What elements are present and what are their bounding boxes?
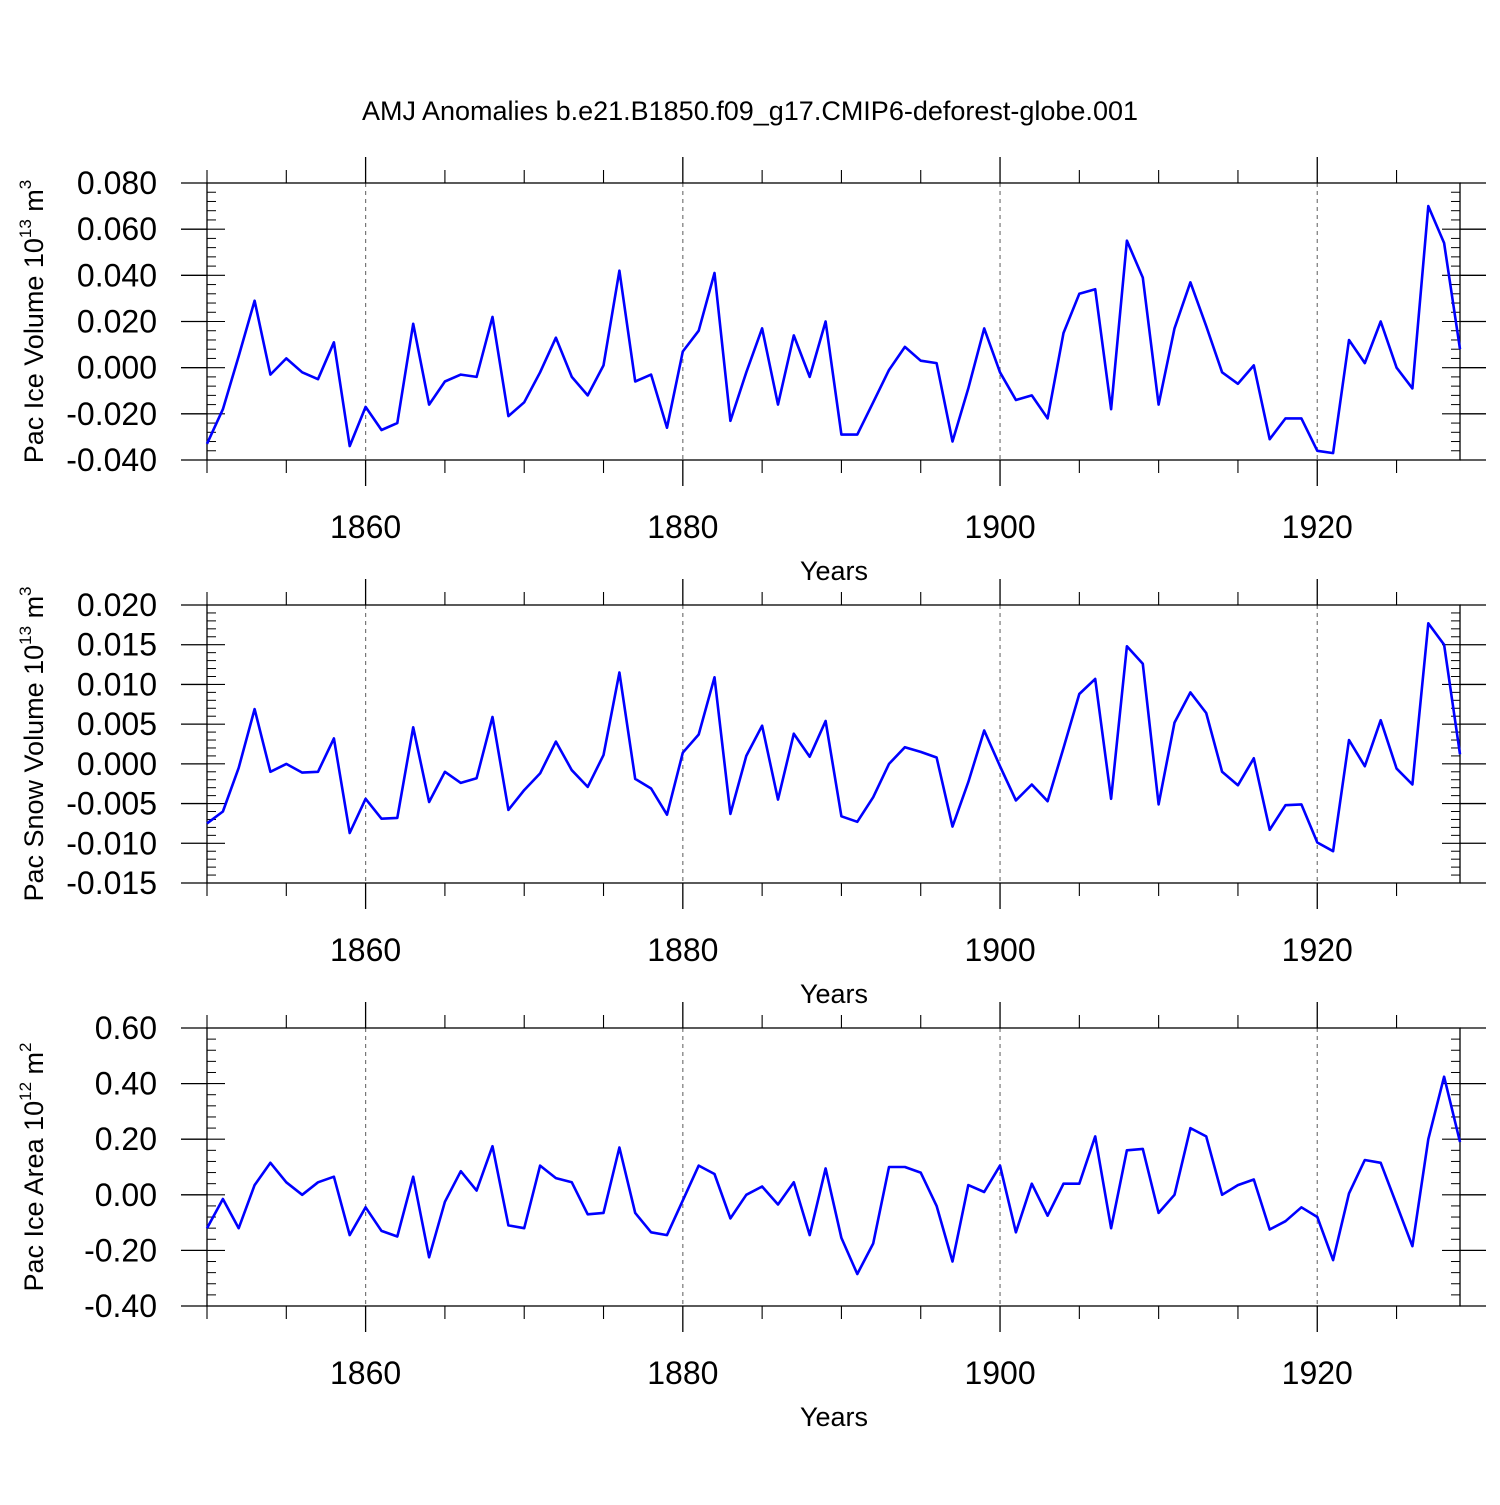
x-tick-label: 1880 (647, 932, 718, 968)
y-tick-label: -0.20 (84, 1232, 157, 1268)
x-tick-label: 1920 (1282, 509, 1353, 545)
y-tick-label: 0.015 (77, 627, 157, 663)
y-axis-label-unit: m (19, 189, 49, 219)
y-tick-label: 0.060 (77, 211, 157, 247)
y-axis-label-exponent: 13 (16, 219, 35, 238)
x-tick-label: 1860 (330, 932, 401, 968)
series-line (205, 204, 1462, 455)
y-tick-label: 0.00 (95, 1177, 157, 1213)
x-tick-label: 1920 (1282, 1355, 1353, 1391)
y-axis-label-exponent: 13 (16, 626, 35, 645)
x-axis-label: Years (800, 1402, 868, 1432)
chart-title: AMJ Anomalies b.e21.B1850.f09_g17.CMIP6-… (362, 96, 1138, 126)
x-tick-label: 1900 (964, 932, 1035, 968)
plot-frame (206, 604, 1461, 884)
y-axis-label-unit-exponent: 3 (16, 180, 35, 189)
y-tick-label: 0.40 (95, 1066, 157, 1102)
y-tick-label: 0.010 (77, 666, 157, 702)
y-tick-label: 0.005 (77, 706, 157, 742)
y-axis-label: Pac Ice Area 1012 m2 (16, 1042, 49, 1291)
y-axis-label: Pac Ice Volume 1013 m3 (16, 180, 49, 464)
y-axis-label-text: Pac Ice Volume 10 (19, 238, 49, 463)
x-axis-label: Years (800, 979, 868, 1009)
panel-2: 1860 1880 1900 1920 Years -0.015 -0.010-0.005 0… (16, 579, 1486, 1009)
y-tick-label: -0.015 (66, 865, 157, 901)
y-tick-label: 0.000 (77, 746, 157, 782)
y-tick-label: -0.40 (84, 1288, 157, 1324)
x-tick-label: 1920 (1282, 932, 1353, 968)
y-tick-label: 0.040 (77, 257, 157, 293)
y-tick-label: -0.040 (66, 442, 157, 478)
x-tick-label: 1880 (647, 509, 718, 545)
y-axis-label-unit: m (19, 596, 49, 626)
y-axis-label-unit: m (19, 1052, 49, 1082)
y-tick-label: 0.20 (95, 1121, 157, 1157)
y-tick-label: -0.020 (66, 396, 157, 432)
x-axis-label: Years (800, 556, 868, 586)
y-tick-label: -0.010 (66, 825, 157, 861)
plot-frame (206, 1027, 1461, 1307)
y-tick-label: 0.020 (77, 587, 157, 623)
x-tick-label: 1900 (964, 1355, 1035, 1391)
x-tick-label: 1880 (647, 1355, 718, 1391)
y-tick-label: 0.000 (77, 350, 157, 386)
y-tick-label: 0.080 (77, 165, 157, 201)
series-line (206, 621, 1462, 853)
x-tick-label: 1860 (330, 1355, 401, 1391)
x-tick-label: 1860 (330, 509, 401, 545)
panel-1: 1860 1880 1900 1920 Years -0.040 -0.020 0.000 0.… (16, 157, 1486, 586)
panels: 1860 1880 1900 1920 Years -0.040 -0.020 0.000 0.… (16, 157, 1486, 1432)
panel-3: 1860 1880 1900 1920 Years -0.40 -0.20 0.00 0.20 0… (16, 1002, 1486, 1432)
y-tick-label: 0.60 (95, 1010, 157, 1046)
plot-frame (206, 182, 1461, 461)
y-axis-label-unit-exponent: 3 (16, 586, 35, 595)
x-tick-label: 1900 (964, 509, 1035, 545)
y-axis-label: Pac Snow Volume 1013 m3 (16, 586, 49, 901)
y-axis-label-exponent: 12 (16, 1082, 35, 1101)
y-tick-label: 0.020 (77, 304, 157, 340)
series-line (205, 1075, 1462, 1276)
y-axis-label-unit-exponent: 2 (16, 1042, 35, 1051)
y-tick-label: -0.005 (66, 786, 157, 822)
y-axis-label-text: Pac Ice Area 10 (19, 1101, 49, 1292)
y-axis-label-text: Pac Snow Volume 10 (19, 645, 49, 902)
